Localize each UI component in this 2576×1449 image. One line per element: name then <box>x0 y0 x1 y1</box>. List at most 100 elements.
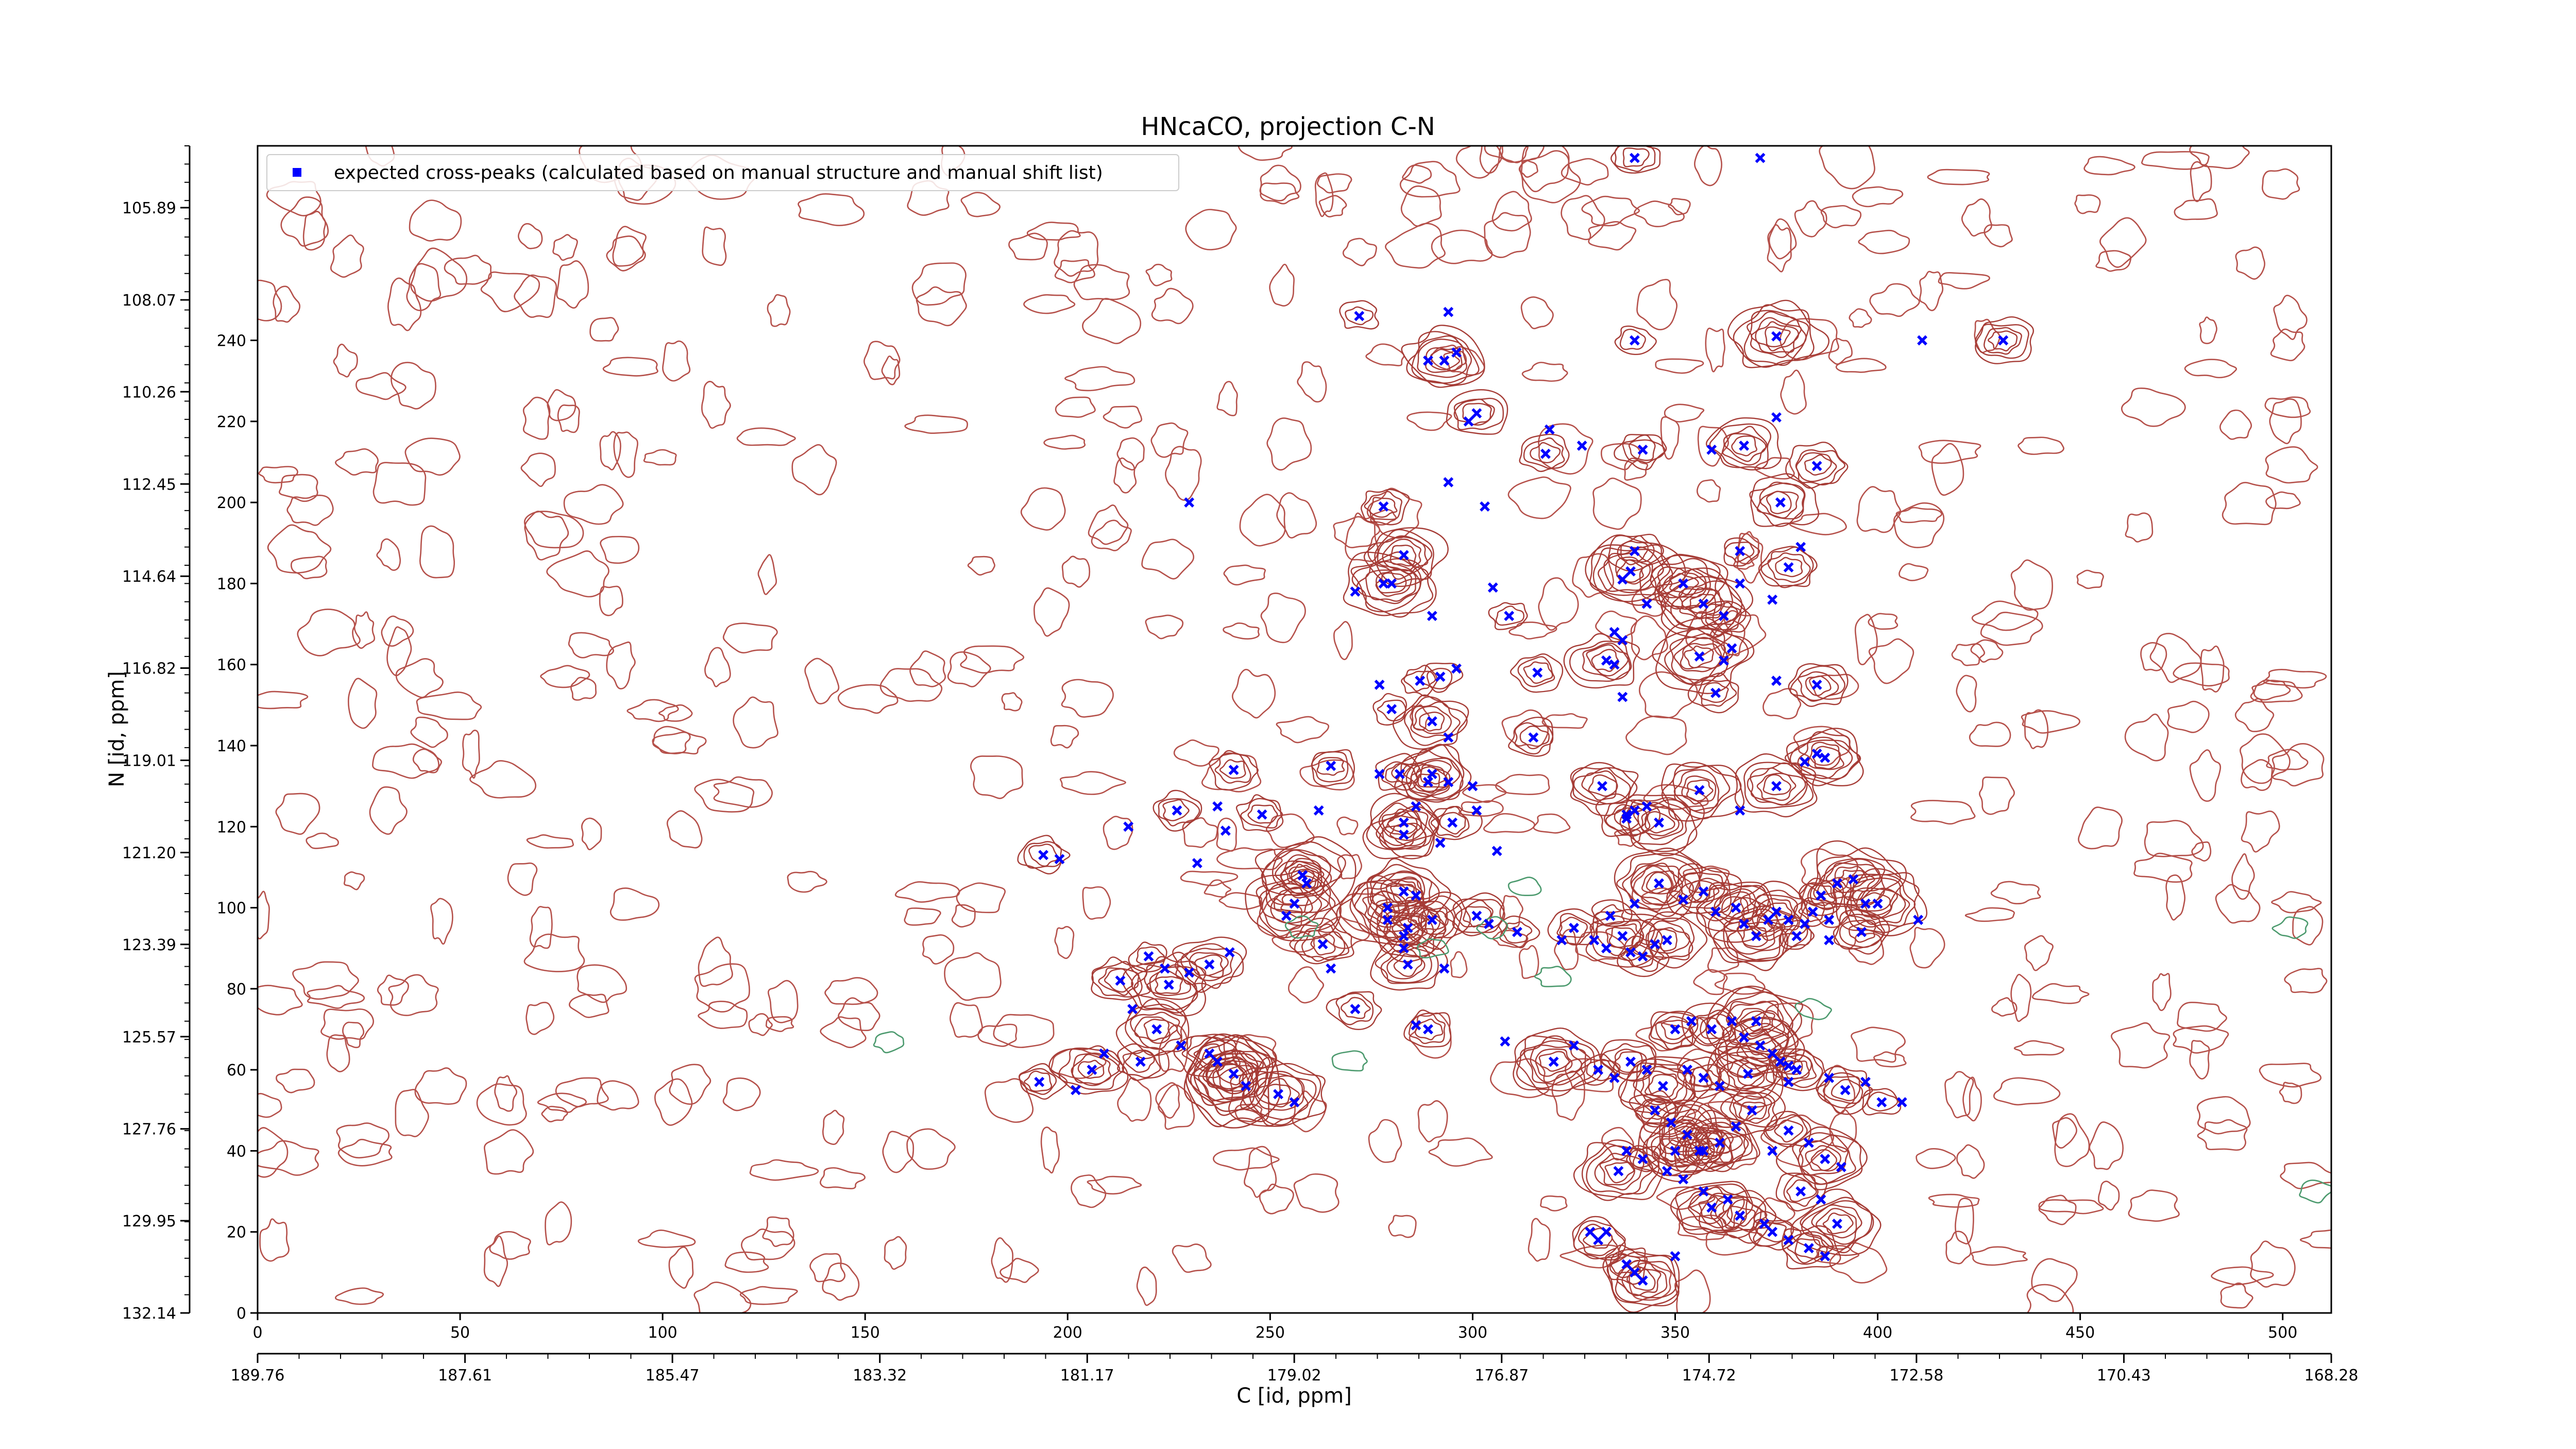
contour-line <box>1028 844 1058 867</box>
contour-line <box>1219 759 1246 779</box>
cross-peak-point <box>1621 1259 1632 1270</box>
contour-line <box>1208 750 1259 791</box>
contour-line <box>1709 423 1771 471</box>
cross-peak-point <box>1698 598 1709 609</box>
cross-peak-point <box>1743 1069 1753 1079</box>
contour-line <box>1722 426 1768 466</box>
contour-line <box>1782 1231 1834 1265</box>
contour-line <box>1586 1058 1615 1082</box>
contour-line <box>2052 1117 2077 1149</box>
contour-line <box>406 263 442 311</box>
contour-line <box>1495 605 1524 626</box>
cross-peak-point <box>1548 1056 1559 1067</box>
cross-peak-point <box>1382 915 1393 925</box>
contour-line <box>1372 693 1408 726</box>
contour-line <box>1405 749 1464 799</box>
contour-line <box>1244 1145 1277 1198</box>
contour-line <box>613 431 638 478</box>
contour-line <box>1614 434 1667 470</box>
contour-line <box>1408 900 1455 939</box>
contour-line <box>749 1159 819 1181</box>
contour-line <box>2018 436 2064 455</box>
cross-peak-point <box>1301 878 1312 889</box>
contour-line <box>1652 628 1749 686</box>
contour-line <box>1136 946 1165 965</box>
cross-peak-point <box>1281 911 1292 921</box>
cross-peak-point <box>1398 550 1409 561</box>
contour-line <box>2167 700 2210 733</box>
contour-line <box>1657 566 1707 598</box>
contour-line <box>787 871 827 893</box>
cross-peak-point <box>1471 805 1482 816</box>
contour-line <box>1403 1009 1452 1048</box>
contour-line <box>1581 1139 1660 1201</box>
contour-line <box>320 1008 375 1040</box>
contour-line <box>1287 966 1325 1004</box>
cross-peak-point <box>1666 1117 1676 1128</box>
contour-line <box>1257 898 1303 939</box>
contour-line <box>326 1034 350 1072</box>
contour-line <box>1814 1245 1859 1265</box>
contour-line <box>1820 858 1882 901</box>
contour-line <box>1816 1066 1871 1115</box>
contour-line <box>1091 961 1143 998</box>
contour-line <box>1846 874 1916 928</box>
cross-peak-point <box>1192 858 1202 868</box>
contour-line <box>1698 1196 1725 1220</box>
y-axis-ppm: 132.14 129.95 127.76 125.57 123.39 121.20 119.… <box>122 145 191 1323</box>
contour-line <box>1333 516 1381 549</box>
contour-line <box>2189 1040 2210 1080</box>
contour-line <box>1617 935 1670 978</box>
contour-line <box>2271 891 2322 914</box>
contour-line <box>798 193 865 226</box>
contour-line <box>1893 502 1945 548</box>
contour-line <box>1703 885 1770 932</box>
contour-line <box>2200 645 2225 693</box>
contour-line <box>612 226 647 267</box>
contour-line <box>1117 1077 1152 1122</box>
contour-line <box>419 525 455 579</box>
contour-line <box>1256 1077 1300 1108</box>
cross-peak-point <box>1657 1081 1668 1091</box>
contour-line <box>1919 271 1944 311</box>
cross-peak-point <box>1326 761 1336 771</box>
contour-line <box>1517 656 1555 687</box>
contour-line <box>1664 403 1705 423</box>
contour-line <box>1143 1018 1171 1041</box>
contour-line <box>1909 926 1945 969</box>
contour-line <box>1595 610 1638 643</box>
contour-line <box>1141 538 1195 580</box>
contour-line <box>904 414 969 434</box>
contour-line <box>713 776 773 808</box>
contour-line <box>1775 1126 1863 1190</box>
x-tick-label: 200 <box>1053 1324 1082 1342</box>
y-ppm-tick-label: 108.07 <box>122 292 176 310</box>
contour-line <box>1768 218 1797 260</box>
cross-peak-point <box>1670 1251 1681 1261</box>
contour-line <box>637 1229 696 1248</box>
contour-line <box>2165 874 2185 921</box>
cross-peak-point <box>1706 1202 1717 1213</box>
cross-peak-point <box>1609 627 1620 637</box>
contour-line <box>1519 726 1550 750</box>
contour-line <box>1214 752 1251 784</box>
contour-line <box>330 234 364 278</box>
contour-line <box>522 396 551 440</box>
contour-line <box>1398 895 1463 945</box>
cross-peak-point <box>1811 461 1822 471</box>
contour-line <box>2089 1121 2124 1170</box>
contour-line <box>956 882 1006 914</box>
contour-line <box>1272 849 1331 899</box>
contour-line <box>1071 1174 1107 1208</box>
contour-line <box>739 1286 798 1305</box>
cross-peak-point <box>1783 1125 1794 1136</box>
cross-peak-point <box>1800 919 1810 929</box>
contour-line <box>1301 930 1346 961</box>
contour-line <box>1017 835 1071 874</box>
x-tick-label: 50 <box>450 1324 470 1342</box>
contour-line <box>1389 823 1418 847</box>
cross-peak-point <box>1394 769 1405 779</box>
y-ppm-tick-label: 119.01 <box>122 752 176 770</box>
cross-peak-point <box>1698 1186 1709 1197</box>
